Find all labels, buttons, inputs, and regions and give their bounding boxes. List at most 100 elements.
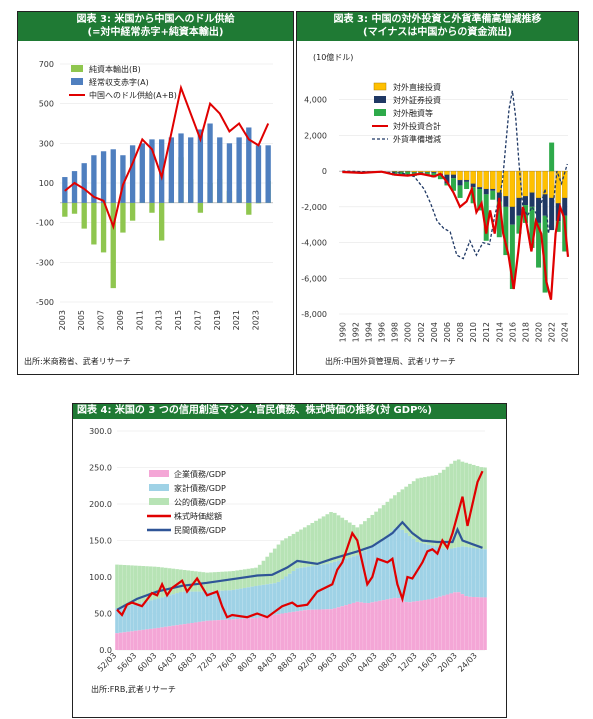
area-public-debt (332, 512, 337, 562)
area-corporate-debt (434, 597, 438, 650)
area-corporate-debt (171, 625, 176, 650)
area-household-debt (332, 561, 337, 609)
area-public-debt (404, 486, 408, 533)
area-corporate-debt (441, 595, 446, 650)
legend-label: 企業債務/GDP (174, 469, 226, 479)
area-corporate-debt (269, 615, 273, 650)
area-public-debt (329, 512, 333, 563)
area-public-debt (302, 527, 307, 568)
area-public-debt (287, 536, 292, 574)
area-household-debt (254, 585, 258, 618)
legend-swatch (149, 498, 169, 505)
area-public-debt (310, 522, 315, 567)
area-public-debt (242, 569, 247, 588)
bar-current-account (207, 123, 213, 203)
y-tick-label: 4,000 (304, 96, 327, 105)
area-public-debt (423, 477, 427, 544)
x-tick-label: 2003 (58, 310, 67, 330)
area-corporate-debt (156, 627, 161, 650)
x-tick-label: 96/03 (316, 651, 339, 674)
area-corporate-debt (479, 597, 484, 650)
area-corporate-debt (351, 602, 356, 650)
bar-current-account (217, 137, 223, 203)
area-public-debt (378, 508, 382, 542)
area-household-debt (133, 603, 138, 631)
area-public-debt (235, 570, 239, 590)
bar-fdi (529, 170, 535, 193)
area-household-debt (190, 591, 194, 623)
bar-current-account (110, 149, 116, 203)
area-household-debt (205, 591, 209, 621)
area-corporate-debt (254, 617, 258, 650)
area-household-debt (348, 557, 352, 605)
area-corporate-debt (212, 620, 217, 650)
legend-label: 公的債務/GDP (174, 497, 226, 507)
area-household-debt (141, 602, 146, 630)
area-corporate-debt (415, 601, 420, 650)
x-tick-label: 1990 (338, 322, 347, 342)
bar-portfolio (516, 197, 522, 216)
area-corporate-debt (201, 621, 206, 650)
bar-current-account (149, 139, 155, 203)
bar-capital-export (129, 202, 136, 221)
x-tick-label: 00/03 (336, 651, 359, 674)
chart-title: 図表 3: 米国から中国へのドル供給 (76, 14, 235, 25)
bar-loans (503, 206, 509, 256)
area-household-debt (269, 583, 273, 616)
chart-header: 図表 3: 米国から中国へのドル供給 (=対中経常赤字+純資本輸出) (18, 12, 293, 41)
bar-current-account (255, 145, 262, 203)
area-corporate-debt (340, 606, 345, 650)
x-tick-label: 20/03 (436, 651, 459, 674)
x-tick-label: 56/03 (116, 651, 139, 674)
area-corporate-debt (295, 611, 300, 650)
area-public-debt (321, 516, 326, 565)
y-tick-label: -100 (36, 219, 54, 228)
x-tick-label: 2010 (469, 322, 478, 342)
area-public-debt (359, 524, 363, 553)
bar-fdi (463, 170, 470, 181)
area-public-debt (276, 544, 281, 582)
area-corporate-debt (456, 592, 461, 650)
x-tick-label: 2007 (97, 310, 106, 330)
area-public-debt (306, 525, 311, 567)
area-public-debt (122, 565, 127, 607)
bar-fdi (496, 170, 502, 193)
area-corporate-debt (261, 616, 266, 650)
area-household-debt (118, 607, 123, 633)
bar-fdi (490, 170, 496, 190)
area-corporate-debt (449, 593, 454, 650)
y-tick-label: 150.0 (89, 537, 112, 546)
bar-fdi (522, 170, 529, 197)
area-corporate-debt (475, 597, 480, 650)
bar-current-account (188, 137, 194, 203)
area-public-debt (464, 462, 469, 547)
area-corporate-debt (302, 610, 307, 650)
area-corporate-debt (137, 630, 142, 650)
x-tick-label: 2021 (232, 310, 241, 330)
x-tick-label: 2013 (155, 310, 164, 330)
legend-swatch (373, 82, 387, 91)
bar-current-account (246, 127, 252, 203)
area-corporate-debt (276, 614, 281, 650)
area-household-debt (167, 595, 172, 627)
area-household-debt (115, 608, 119, 634)
x-tick-label: 2002 (417, 322, 426, 342)
bar-capital-export (62, 202, 68, 217)
legend-swatch (374, 109, 386, 116)
area-corporate-debt (408, 602, 412, 650)
area-corporate-debt (385, 599, 390, 650)
area-corporate-debt (464, 596, 469, 650)
chart-source: 出所:FRB,武者リサーチ (91, 685, 176, 694)
chart3-svg: 300.0250.0200.0150.0100.050.00.052/0356/… (89, 427, 487, 674)
bar-fdi (450, 170, 457, 175)
area-household-debt (171, 594, 176, 626)
bar-loans (424, 172, 430, 175)
bar-portfolio (470, 183, 476, 188)
x-tick-label: 1998 (391, 322, 400, 342)
area-corporate-debt (287, 612, 292, 650)
area-corporate-debt (393, 597, 397, 650)
area-corporate-debt (280, 613, 285, 650)
area-public-debt (471, 464, 476, 548)
x-tick-label: 2008 (456, 322, 465, 342)
legend-swatch (71, 65, 83, 72)
